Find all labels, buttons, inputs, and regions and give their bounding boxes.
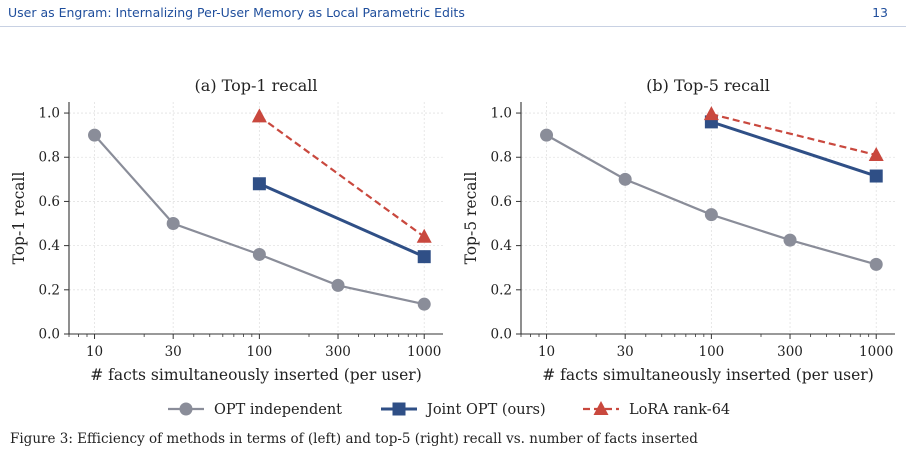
data-point-square: [417, 250, 431, 264]
data-point-circle: [704, 208, 718, 222]
y-tick-label: 0.0: [39, 327, 60, 343]
legend-marker: [179, 402, 193, 416]
data-point-circle: [417, 297, 431, 311]
legend-marker: [392, 402, 406, 416]
y-tick-label: 0.6: [491, 194, 512, 210]
x-tick-label: 30: [165, 344, 182, 360]
data-point-circle: [252, 247, 266, 261]
page-number: 13: [872, 5, 888, 20]
data-point-circle: [166, 217, 180, 231]
data-point-triangle: [416, 228, 432, 243]
x-tick-label: 10: [538, 344, 555, 360]
data-point-circle: [88, 128, 102, 142]
chart-title: (b) Top-5 recall: [646, 76, 770, 95]
x-tick-label: 100: [698, 344, 724, 360]
y-tick-label: 1.0: [39, 106, 60, 122]
data-point-triangle: [868, 147, 884, 162]
x-tick-label: 30: [617, 344, 634, 360]
chart-top-5-recall: 10 30 100 300 1000 0.0 0.2 0.4 0.6 0.8 1.0 (b) Top-…: [462, 76, 895, 384]
series-line-triangle: [258, 115, 425, 238]
figure: 10 30 100 300 1000 0.0 0.2 0.4 0.6 0.8 1.0 (a) Top-…: [10, 76, 895, 418]
data-point-circle: [618, 172, 632, 186]
data-point-square: [252, 177, 266, 191]
x-tick-label: 300: [777, 344, 803, 360]
chart-top-1-recall: 10 30 100 300 1000 0.0 0.2 0.4 0.6 0.8 1.0 (a) Top-…: [10, 76, 443, 384]
figure-caption: Figure 3: Efficiency of methods in terms…: [0, 429, 906, 450]
x-tick-label: 100: [246, 344, 272, 360]
y-axis-label: Top-1 recall: [10, 172, 28, 265]
y-tick-label: 1.0: [491, 106, 512, 122]
x-tick-label: 1000: [859, 344, 893, 360]
y-tick-label: 0.8: [39, 150, 60, 166]
x-tick-label: 300: [325, 344, 351, 360]
series-line-square: [258, 182, 425, 259]
caption-text: Figure 3: Efficiency of methods in terms…: [10, 431, 698, 447]
legend-label: LoRA rank-64: [629, 402, 730, 418]
data-point-circle: [331, 278, 345, 292]
running-title: User as Engram: Internalizing Per-User M…: [8, 5, 465, 20]
x-tick-label: 1000: [407, 344, 441, 360]
legend-marker: [593, 401, 609, 415]
series-line-square: [710, 120, 877, 178]
running-header: User as Engram: Internalizing Per-User M…: [0, 0, 906, 27]
x-axis-label: # facts simultaneously inserted (per use…: [542, 366, 874, 384]
chart-title: (a) Top-1 recall: [195, 76, 318, 95]
data-point-circle: [783, 233, 797, 247]
legend-label: OPT independent: [214, 402, 342, 418]
y-tick-label: 0.6: [39, 194, 60, 210]
series-line-triangle: [711, 113, 877, 157]
y-axis-label: Top-5 recall: [462, 172, 480, 265]
y-tick-label: 0.4: [491, 238, 512, 254]
legend-label: Joint OPT (ours): [425, 402, 546, 418]
y-tick-label: 0.2: [491, 282, 512, 298]
y-tick-label: 0.0: [491, 327, 512, 343]
data-point-triangle: [703, 106, 719, 121]
y-tick-label: 0.2: [39, 282, 60, 298]
header-rule: [0, 26, 906, 27]
y-tick-label: 0.8: [491, 150, 512, 166]
data-point-circle: [540, 128, 554, 142]
y-tick-label: 0.4: [39, 238, 60, 254]
x-tick-label: 10: [86, 344, 103, 360]
x-axis-label: # facts simultaneously inserted (per use…: [90, 366, 422, 384]
data-point-square: [869, 169, 883, 183]
data-point-triangle: [251, 108, 267, 123]
legend: OPT independent Joint OPT (ours) LoRA rank…: [168, 401, 730, 418]
data-point-circle: [869, 257, 883, 271]
